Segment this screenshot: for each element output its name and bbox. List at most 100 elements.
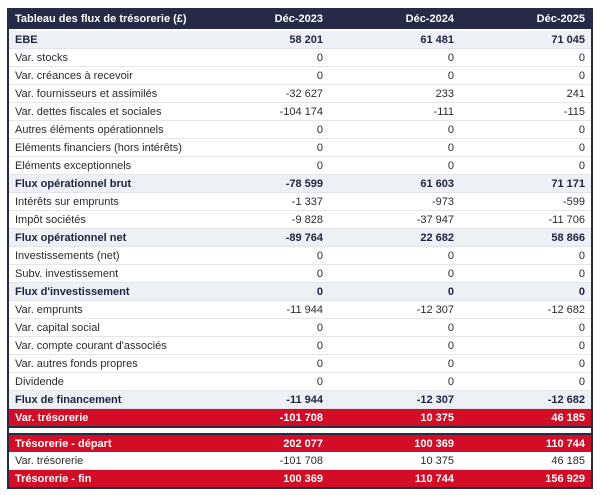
cell-value: 0 — [578, 375, 585, 388]
row-label: Flux opérationnel brut — [15, 177, 132, 190]
table-row: Subv. investissement 0 0 0 — [9, 265, 591, 283]
table-row: Trésorerie - départ 202 077 100 369 110 744 — [9, 435, 591, 452]
row-label: Var. capital social — [15, 321, 100, 334]
cell-value: 58 866 — [551, 231, 585, 244]
cell-value: 0 — [578, 159, 585, 172]
table-row: Var. trésorerie -101 708 10 375 46 185 — [9, 452, 591, 470]
table-row: Eléments exceptionnels 0 0 0 — [9, 157, 591, 175]
table-row: Dividende 0 0 0 — [9, 373, 591, 391]
cell-value: -101 708 — [279, 454, 323, 467]
cell-value: 0 — [578, 69, 585, 82]
table-row: Eléments financiers (hors intérêts) 0 0 0 — [9, 139, 591, 157]
cell-value: 61 603 — [420, 177, 454, 190]
row-label: Var. dettes fiscales et sociales — [15, 105, 162, 118]
column-header-dec-2025: Déc-2025 — [536, 12, 585, 25]
table-row: Flux d'investissement 0 0 0 — [9, 283, 591, 301]
cell-value: 0 — [447, 321, 454, 334]
cell-value: 0 — [447, 51, 454, 64]
cell-value: 0 — [578, 249, 585, 262]
row-label: Dividende — [15, 375, 64, 388]
cell-value: 100 369 — [283, 472, 323, 485]
table-row: EBE 58 201 61 481 71 045 — [9, 31, 591, 49]
cell-value: 0 — [447, 375, 454, 388]
row-label: EBE — [15, 33, 38, 46]
cell-value: 0 — [578, 141, 585, 154]
row-label: Intérêts sur emprunts — [15, 195, 119, 208]
cell-value: 0 — [316, 141, 323, 154]
table-row: Intérêts sur emprunts -1 337 -973 -599 — [9, 193, 591, 211]
table-row: Investissements (net) 0 0 0 — [9, 247, 591, 265]
cell-value: 46 185 — [551, 454, 585, 467]
cell-value: -11 706 — [548, 213, 586, 226]
cell-value: 22 682 — [420, 231, 454, 244]
cell-value: -78 599 — [285, 177, 323, 190]
table-row: Flux de financement -11 944 -12 307 -12 682 — [9, 391, 591, 409]
cell-value: -11 944 — [286, 393, 323, 406]
cell-value: 0 — [578, 285, 585, 298]
table-row: Flux opérationnel brut -78 599 61 603 71 17… — [9, 175, 591, 193]
table-header-row: Tableau des flux de trésorerie (£) Déc-2… — [9, 8, 591, 31]
table-row: Impôt sociétés -9 828 -37 947 -11 706 — [9, 211, 591, 229]
cell-value: -1 337 — [291, 195, 323, 208]
table-row: Var. trésorerie -101 708 10 375 46 185 — [9, 409, 591, 426]
row-label: Var. créances à recevoir — [15, 69, 133, 82]
cell-value: 0 — [578, 51, 585, 64]
cell-value: 0 — [447, 249, 454, 262]
row-label: Flux opérationnel net — [15, 231, 127, 244]
table-row: Var. autres fonds propres 0 0 0 — [9, 355, 591, 373]
row-label: Var. trésorerie — [15, 411, 89, 424]
cell-value: 110 744 — [414, 472, 454, 485]
table-title: Tableau des flux de trésorerie (£) — [15, 12, 187, 25]
cell-value: -89 764 — [285, 231, 323, 244]
cashflow-table: Tableau des flux de trésorerie (£) Déc-2… — [7, 8, 593, 489]
row-label: Eléments financiers (hors intérêts) — [15, 141, 182, 154]
cell-value: -115 — [563, 105, 585, 118]
cell-value: 233 — [435, 87, 454, 100]
cell-value: 0 — [316, 285, 323, 298]
cell-value: 0 — [316, 375, 323, 388]
row-label: Var. autres fonds propres — [15, 357, 138, 370]
cell-value: 0 — [447, 339, 454, 352]
cell-value: 241 — [566, 87, 585, 100]
row-label: Investissements (net) — [15, 249, 120, 262]
cell-value: -104 174 — [279, 105, 323, 118]
cell-value: -12 682 — [547, 393, 585, 406]
cell-value: 0 — [316, 357, 323, 370]
cell-value: 0 — [578, 267, 585, 280]
cell-value: 0 — [316, 321, 323, 334]
row-label: Flux d'investissement — [15, 285, 130, 298]
cell-value: 0 — [316, 267, 323, 280]
cell-value: 100 369 — [414, 437, 454, 450]
cell-value: 0 — [316, 69, 323, 82]
row-label: Trésorerie - départ — [15, 437, 112, 450]
cell-value: -9 828 — [291, 213, 323, 226]
column-header-dec-2023: Déc-2023 — [274, 12, 323, 25]
table-row: Var. capital social 0 0 0 — [9, 319, 591, 337]
table-row: Var. créances à recevoir 0 0 0 — [9, 67, 591, 85]
cell-value: 0 — [316, 159, 323, 172]
table-body: EBE 58 201 61 481 71 045 Var. stocks 0 0 0 Var. … — [9, 31, 591, 487]
cell-value: 71 171 — [551, 177, 585, 190]
cell-value: -12 682 — [547, 303, 585, 316]
row-label: Var. compte courant d'associés — [15, 339, 167, 352]
cell-value: 10 375 — [420, 454, 454, 467]
cell-value: 0 — [578, 321, 585, 334]
cell-value: 71 045 — [551, 33, 585, 46]
cell-value: 0 — [447, 123, 454, 136]
row-label: Var. emprunts — [15, 303, 83, 316]
row-label: Subv. investissement — [15, 267, 119, 280]
cell-value: 0 — [447, 285, 454, 298]
table-row: Flux opérationnel net -89 764 22 682 58 866 — [9, 229, 591, 247]
cell-value: 0 — [578, 339, 585, 352]
table-row: Autres éléments opérationnels 0 0 0 — [9, 121, 591, 139]
cell-value: 0 — [447, 159, 454, 172]
cell-value: -599 — [562, 195, 585, 208]
cell-value: 0 — [578, 123, 585, 136]
table-row: Trésorerie - fin 100 369 110 744 156 929 — [9, 470, 591, 487]
table-row: Var. compte courant d'associés 0 0 0 — [9, 337, 591, 355]
cell-value: 202 077 — [283, 437, 323, 450]
cell-value: 0 — [578, 357, 585, 370]
cell-value: 58 201 — [289, 33, 323, 46]
cell-value: -12 307 — [416, 393, 454, 406]
cell-value: -37 947 — [416, 213, 454, 226]
